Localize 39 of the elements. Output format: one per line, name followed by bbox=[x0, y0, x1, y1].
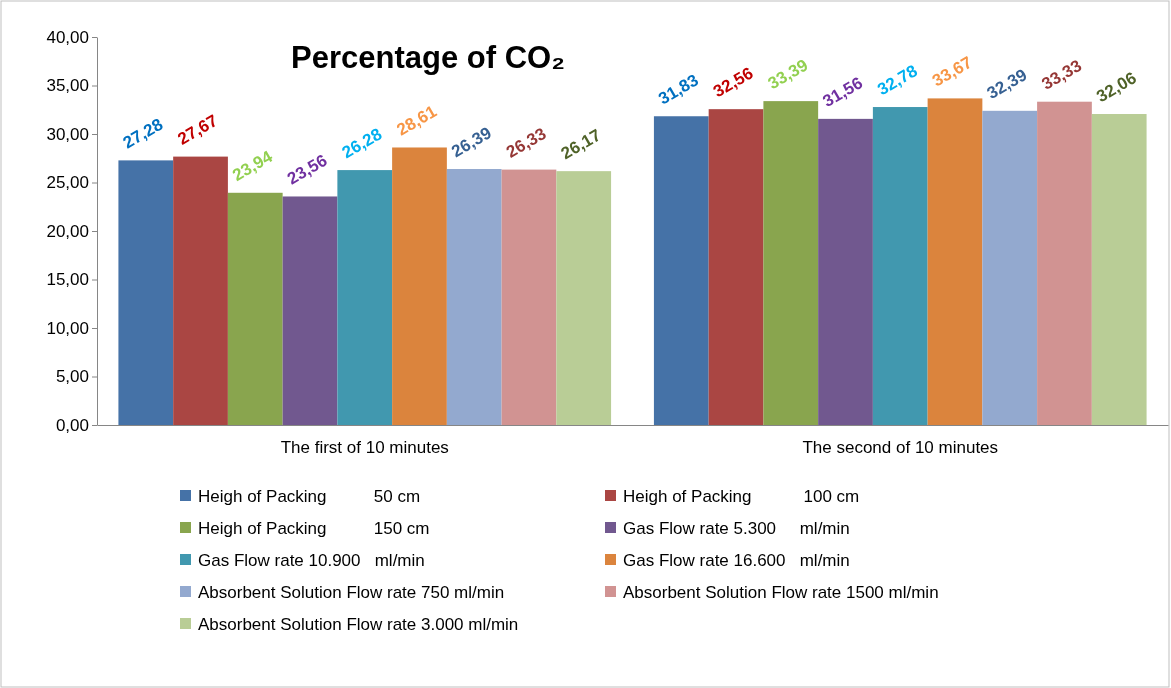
bar bbox=[872, 107, 928, 425]
bar bbox=[227, 192, 283, 425]
bar bbox=[282, 196, 338, 425]
y-tick-label: 35,00 bbox=[46, 76, 89, 96]
bar bbox=[927, 98, 983, 425]
bar bbox=[1091, 114, 1147, 425]
bar bbox=[653, 116, 709, 425]
y-tick-label: 40,00 bbox=[46, 27, 89, 47]
legend-label: Heigh of Packing 50 cm bbox=[198, 487, 421, 506]
bar bbox=[556, 171, 612, 425]
bar bbox=[501, 169, 557, 425]
bar bbox=[337, 170, 393, 425]
y-tick-label: 15,00 bbox=[46, 270, 89, 290]
x-tick-label: The second of 10 minutes bbox=[802, 438, 999, 458]
y-tick-label: 30,00 bbox=[46, 124, 89, 144]
bar bbox=[708, 109, 764, 425]
bar bbox=[118, 160, 174, 425]
legend-label: Absorbent Solution Flow rate 1500 ml/min bbox=[623, 583, 939, 602]
bar bbox=[446, 169, 502, 425]
x-tick-label: The first of 10 minutes bbox=[280, 438, 449, 458]
legend-label: Absorbent Solution Flow rate 3.000 ml/min bbox=[198, 615, 519, 634]
bar bbox=[763, 101, 819, 425]
legend-label: Gas Flow rate 16.600 ml/min bbox=[623, 551, 850, 570]
chart-title: Percentage of CO₂ bbox=[291, 40, 565, 75]
legend-label: Heigh of Packing 100 cm bbox=[623, 487, 860, 506]
y-tick-label: 10,00 bbox=[46, 318, 89, 338]
legend-label: Heigh of Packing 150 cm bbox=[198, 519, 430, 538]
y-tick-label: 20,00 bbox=[46, 221, 89, 241]
legend-label: Gas Flow rate 5.300 ml/min bbox=[623, 519, 850, 538]
bar bbox=[818, 118, 873, 425]
legend-label: Absorbent Solution Flow rate 750 ml/min bbox=[198, 583, 505, 602]
legend-label: Gas Flow rate 10.900 ml/min bbox=[198, 551, 425, 570]
bar bbox=[1037, 101, 1092, 425]
y-tick-label: 5,00 bbox=[55, 367, 89, 387]
bar bbox=[173, 156, 228, 425]
bar bbox=[982, 110, 1038, 425]
bar bbox=[392, 147, 447, 425]
y-tick-label: 0,00 bbox=[55, 415, 89, 435]
y-tick-label: 25,00 bbox=[46, 173, 89, 193]
